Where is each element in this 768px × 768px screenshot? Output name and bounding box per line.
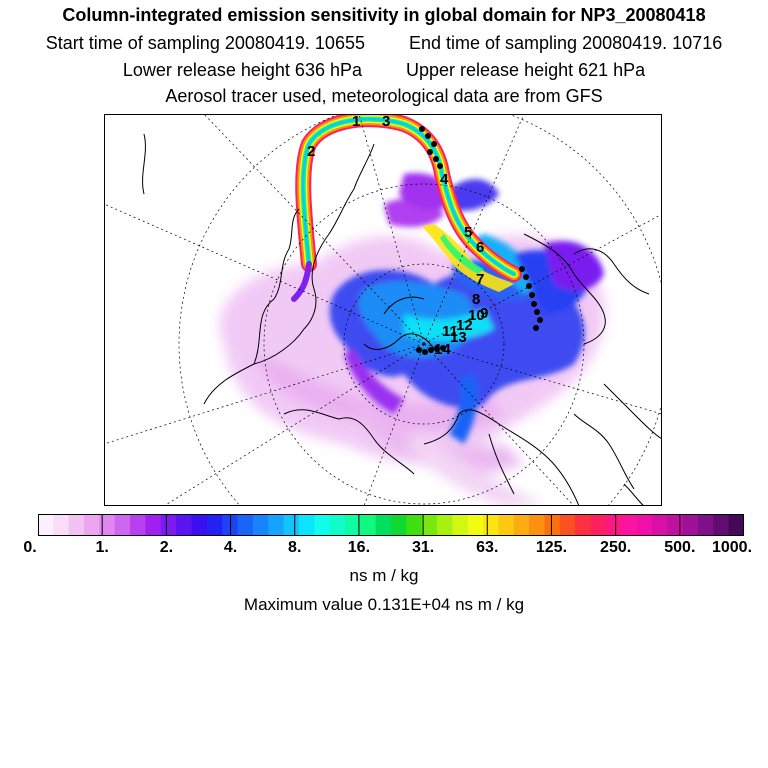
colorbar-swatch xyxy=(667,514,684,536)
colorbar-swatch xyxy=(268,514,285,536)
polar-map: 1 2 3 4 5 6 7 8 9 10 11 12 13 14 xyxy=(104,114,662,506)
trajectory-label: 4 xyxy=(440,171,449,188)
colorbar-swatch xyxy=(160,514,177,536)
colorbar-swatch xyxy=(498,514,515,536)
colorbar-dividers xyxy=(101,514,681,536)
colorbar-swatch xyxy=(68,514,85,536)
colorbar-swatch xyxy=(344,514,361,536)
colorbar-swatch xyxy=(728,514,744,536)
colorbar-swatch xyxy=(84,514,100,536)
colorbar-swatch xyxy=(452,514,469,536)
colorbar-swatch xyxy=(391,514,407,536)
coastlines xyxy=(142,133,662,506)
release-heights: Lower release height 636 hPa Upper releas… xyxy=(0,60,768,81)
colorbar-tick-label: 4. xyxy=(223,539,238,556)
colorbar-swatch xyxy=(145,514,162,536)
colorbar-tick-label: 2. xyxy=(159,539,174,556)
graticule xyxy=(104,114,662,506)
colorbar-swatches xyxy=(38,514,744,536)
colorbar-swatch xyxy=(513,514,530,536)
colorbar-tick-labels: 0. 1. 2. 4. 8. 16. 31. 63. 125. 250. 500. 1000. xyxy=(0,539,768,559)
sensitivity-field xyxy=(219,114,605,506)
colorbar-swatch xyxy=(252,514,269,536)
colorbar-swatch xyxy=(697,514,714,536)
colorbar-tick-label: 8. xyxy=(288,539,302,556)
colorbar-swatch xyxy=(406,514,423,536)
trajectory-label: 2 xyxy=(307,143,315,160)
trajectory-label-group: 1 2 3 4 5 6 7 8 9 10 11 12 13 14 xyxy=(307,114,488,358)
colorbar xyxy=(38,514,744,536)
colorbar-tick-label: 63. xyxy=(476,539,499,556)
colorbar-swatch xyxy=(544,514,561,536)
colorbar-swatch xyxy=(283,514,300,536)
colorbar-tick-label: 125. xyxy=(535,539,568,556)
colorbar-swatch xyxy=(329,514,346,536)
colorbar-units: ns m / kg xyxy=(349,566,419,585)
map-frame xyxy=(104,114,662,506)
colorbar-swatch xyxy=(237,514,254,536)
trajectory-label: 9 xyxy=(480,305,488,322)
trajectory-label: 11 xyxy=(442,323,458,340)
observation-points xyxy=(416,126,543,355)
colorbar-swatch xyxy=(559,514,576,536)
colorbar-swatch xyxy=(651,514,668,536)
colorbar-swatch xyxy=(38,514,54,536)
trajectory-label: 13 xyxy=(450,329,467,346)
trajectory-label: 10 xyxy=(468,307,485,324)
colorbar-swatch xyxy=(621,514,638,536)
colorbar-swatch xyxy=(375,514,392,536)
colorbar-swatch xyxy=(298,514,315,536)
colorbar-swatch xyxy=(713,514,730,536)
colorbar-swatch xyxy=(360,514,377,536)
plot-title: Column-integrated emission sensitivity i… xyxy=(62,5,706,25)
colorbar-swatch xyxy=(53,514,70,536)
colorbar-swatch xyxy=(605,514,622,536)
colorbar-swatch xyxy=(636,514,653,536)
colorbar-swatch xyxy=(529,514,546,536)
upper-release-height: Upper release height 621 hPa xyxy=(406,60,646,80)
colorbar-tick-label: 1000. xyxy=(711,539,753,556)
trajectory-label: 7 xyxy=(476,271,484,288)
colorbar-swatch xyxy=(682,514,699,536)
trajectory-label: 14 xyxy=(434,341,451,358)
colorbar-swatch xyxy=(421,514,438,536)
maximum-value: Maximum value 0.131E+04 ns m / kg xyxy=(243,595,525,614)
trajectory-label: 6 xyxy=(476,239,484,256)
sampling-times: Start time of sampling 20080419. 10655 En… xyxy=(0,33,768,54)
trajectory-label: 5 xyxy=(464,224,472,241)
trajectory-label: 1 xyxy=(352,114,360,130)
tracer-info: Aerosol tracer used, meteorological data… xyxy=(165,86,603,106)
colorbar-swatch xyxy=(206,514,223,536)
trajectory-label: 8 xyxy=(472,291,480,308)
colorbar-swatch xyxy=(130,514,147,536)
colorbar-swatch xyxy=(590,514,607,536)
colorbar-swatch xyxy=(114,514,131,536)
colorbar-swatch xyxy=(575,514,592,536)
colorbar-swatch xyxy=(437,514,453,536)
colorbar-swatch xyxy=(99,514,116,536)
end-time: End time of sampling 20080419. 10716 xyxy=(408,33,723,53)
colorbar-swatch xyxy=(314,514,331,536)
colorbar-swatch xyxy=(176,514,193,536)
colorbar-tick-label: 16. xyxy=(347,539,371,556)
colorbar-tick-label: 250. xyxy=(600,539,632,556)
lower-release-height: Lower release height 636 hPa xyxy=(122,60,362,80)
start-time: Start time of sampling 20080419. 10655 xyxy=(45,33,365,53)
colorbar-frame xyxy=(38,514,744,536)
colorbar-tick-label: 500. xyxy=(664,539,696,556)
trajectory-label: 3 xyxy=(382,114,390,130)
colorbar-swatch xyxy=(467,514,484,536)
colorbar-tick-label: 0. xyxy=(23,539,37,556)
trajectory-label: 12 xyxy=(456,317,473,334)
colorbar-swatch xyxy=(483,514,500,536)
colorbar-tick-label: 31. xyxy=(411,539,435,556)
colorbar-tick-label: 1. xyxy=(95,539,109,556)
colorbar-swatch xyxy=(191,514,208,536)
